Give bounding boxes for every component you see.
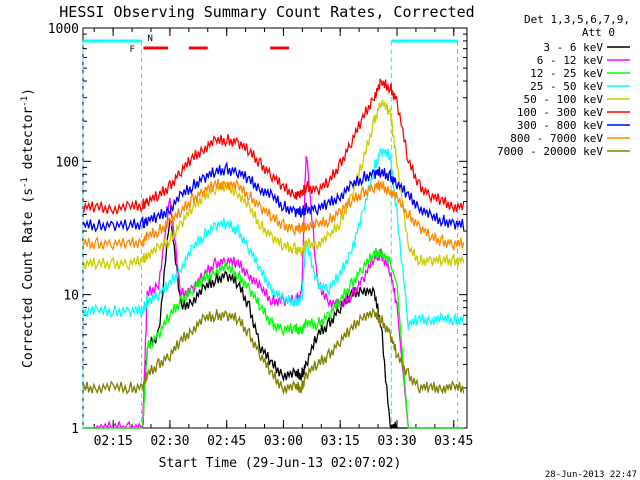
- y-tick-label: 1: [71, 422, 79, 437]
- y-label-sup2: -1: [20, 96, 30, 107]
- timestamp: 28-Jun-2013 22:47: [545, 470, 637, 480]
- saa-marker: N: [148, 34, 153, 44]
- x-axis-label: Start Time (29-Jun-13 02:07:02): [159, 456, 402, 471]
- y-label-sup1: -1: [20, 177, 30, 188]
- observing-flags: NF: [82, 34, 459, 428]
- x-axis: 02:15 02:30 02:45 03:00 03:15 03:30 03:45: [94, 28, 473, 449]
- data-series: [82, 77, 465, 431]
- legend-label: 50 - 100 keV: [524, 93, 604, 106]
- x-tick-label: 02:45: [207, 434, 246, 449]
- y-label-end: ): [21, 88, 36, 96]
- x-tick-label: 02:30: [150, 434, 189, 449]
- y-label-main: Corrected Count Rate (s: [21, 188, 36, 368]
- x-tick-label: 03:30: [377, 434, 416, 449]
- y-axis: 1 10 100 1000: [48, 22, 467, 437]
- y-tick-label: 1000: [48, 22, 79, 37]
- chart-title: HESSI Observing Summary Count Rates, Cor…: [59, 3, 474, 21]
- legend-label: 6 - 12 keV: [537, 54, 604, 67]
- x-tick-label: 03:45: [434, 434, 473, 449]
- legend-label: 12 - 25 keV: [530, 67, 603, 80]
- x-tick-label: 03:00: [264, 434, 303, 449]
- series-line: [82, 307, 465, 396]
- legend-label: 100 - 300 keV: [517, 106, 603, 119]
- attenuator-label: Att 0: [582, 26, 615, 39]
- y-tick-label: 100: [56, 155, 79, 170]
- series-line: [82, 77, 465, 216]
- plot-area: [82, 27, 468, 429]
- y-label-mid: detector: [21, 107, 36, 178]
- series-line: [82, 99, 465, 271]
- detectors-label: Det 1,3,5,6,7,9,: [524, 13, 630, 26]
- legend-label: 7000 - 20000 keV: [497, 145, 603, 158]
- series-line: [82, 148, 465, 330]
- flare-marker: F: [130, 45, 135, 55]
- x-tick-label: 03:15: [321, 434, 360, 449]
- y-tick-label: 10: [63, 289, 79, 304]
- series-line: [82, 161, 465, 233]
- legend-label: 300 - 800 keV: [517, 119, 603, 132]
- legend-label: 800 - 7000 keV: [510, 132, 603, 145]
- series-line: [83, 247, 464, 429]
- series-line: [83, 217, 464, 431]
- series-line: [82, 178, 465, 252]
- legend-label: 25 - 50 keV: [530, 80, 603, 93]
- y-axis-label: Corrected Count Rate (s-1 detector-1): [20, 88, 36, 368]
- legend-label: 3 - 6 keV: [543, 41, 603, 54]
- x-tick-label: 02:15: [94, 434, 133, 449]
